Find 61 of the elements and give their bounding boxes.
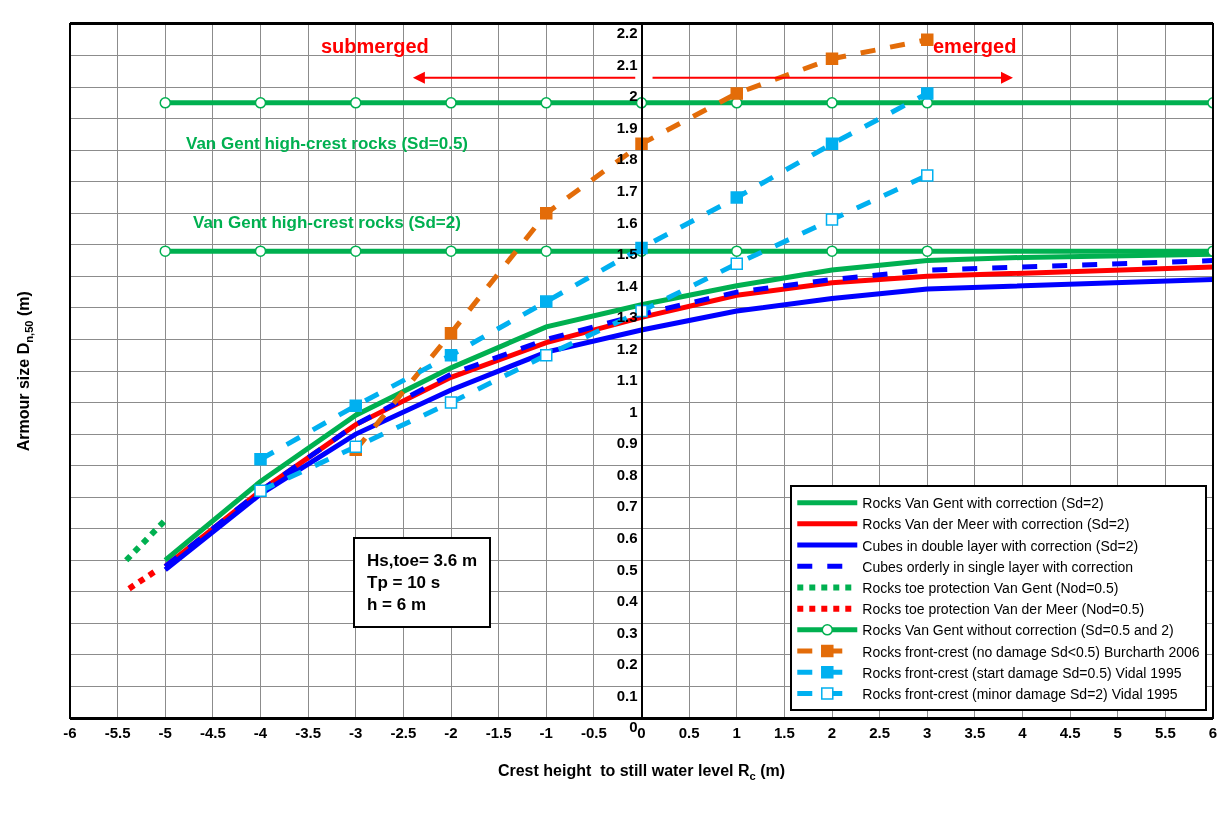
y-tick-label: 0.7	[616, 497, 638, 515]
x-tick-label: -2	[444, 724, 458, 741]
x-tick-label: -4.5	[199, 724, 226, 741]
x-tick-label: -2.5	[390, 724, 417, 741]
legend-label: Cubes orderly in single layer with correction	[862, 558, 1134, 575]
x-tick-label: 0.5	[678, 724, 700, 741]
legend-label: Rocks front-crest (no damage Sd<0.5) Burcharth 2006	[862, 643, 1200, 660]
x-tick-label: 2	[827, 724, 837, 741]
y-tick-label: 1	[629, 402, 638, 420]
x-tick-label: -3.5	[295, 724, 322, 741]
y-tick-label: 1.1	[616, 371, 638, 389]
x-tick-label: -4	[253, 724, 268, 741]
y-tick-label: 1.6	[616, 213, 638, 231]
legend-label: Rocks front-crest (start damage Sd=0.5) Vidal 1995	[862, 664, 1182, 681]
x-tick-label: 1.5	[773, 724, 795, 741]
y-tick-label: 0.1	[616, 686, 638, 704]
legend-label: Cubes in double layer with correction (Sd=2)	[862, 537, 1139, 554]
legend-label: Rocks Van der Meer with correction (Sd=2)	[862, 516, 1130, 533]
x-tick-label: 5	[1113, 724, 1122, 741]
y-tick-label: 1.9	[616, 118, 638, 136]
x-tick-label: 4	[1018, 724, 1028, 741]
x-tick-label: 2.5	[869, 724, 891, 741]
x-tick-label: 6	[1208, 724, 1218, 741]
y-tick-label: 1.2	[616, 339, 638, 357]
y-tick-label: 0.9	[616, 434, 638, 452]
legend-label: Rocks Van Gent without correction (Sd=0.5 and 2)	[862, 622, 1174, 639]
x-tick-label: -1.5	[485, 724, 512, 741]
y-tick-label: 0.6	[616, 528, 638, 546]
x-tick-label: 4.5	[1059, 724, 1081, 741]
annotation: emerged	[933, 35, 1017, 57]
x-tick-label: 1	[732, 724, 741, 741]
x-tick-label: -6	[63, 724, 77, 741]
x-tick-label: -1	[539, 724, 553, 741]
legend-label: Rocks toe protection Van der Meer (Nod=0.5)	[862, 601, 1145, 618]
x-axis-title: Crest height to still water level R$_{c}$ (m)	[497, 762, 786, 782]
x-tick-label: -0.5	[580, 724, 607, 741]
y-tick-label: 0.8	[616, 465, 638, 483]
annotation: Van Gent high-crest rocks (Sd=2)	[193, 213, 461, 232]
y-tick-label: 0.4	[616, 592, 639, 610]
y-tick-label: 2.2	[616, 24, 638, 42]
y-tick-label: 2	[629, 87, 638, 105]
annotation: submerged	[321, 35, 429, 57]
x-tick-label: -3	[349, 724, 363, 741]
y-tick-label: 1.4	[616, 276, 639, 294]
x-tick-label: 5.5	[1154, 724, 1176, 741]
y-tick-label: 0.5	[616, 560, 638, 578]
x-tick-label: -5	[158, 724, 172, 741]
legend-label: Rocks front-crest (minor damage Sd=2) Vidal 1995	[862, 685, 1178, 702]
legend-label: Rocks toe protection Van Gent (Nod=0.5)	[862, 579, 1119, 596]
annotation: Van Gent high-crest rocks (Sd=0.5)	[186, 134, 469, 153]
y-tick-label: 1.3	[616, 308, 638, 326]
annotation: Hs,toe= 3.6 m Tp = 10 s h = 6 m	[367, 551, 478, 615]
y-tick-label: 1.5	[616, 245, 638, 263]
y-tick-label: 2.1	[616, 55, 638, 73]
legend-label: Rocks Van Gent with correction (Sd=2)	[862, 495, 1104, 512]
x-tick-label: 3.5	[964, 724, 986, 741]
y-tick-label: 0.2	[616, 655, 638, 673]
x-tick-label: 3	[923, 724, 932, 741]
x-tick-label: -5.5	[104, 724, 131, 741]
y-tick-label: 1.7	[616, 181, 638, 199]
y-tick-label: 0.3	[616, 623, 638, 641]
